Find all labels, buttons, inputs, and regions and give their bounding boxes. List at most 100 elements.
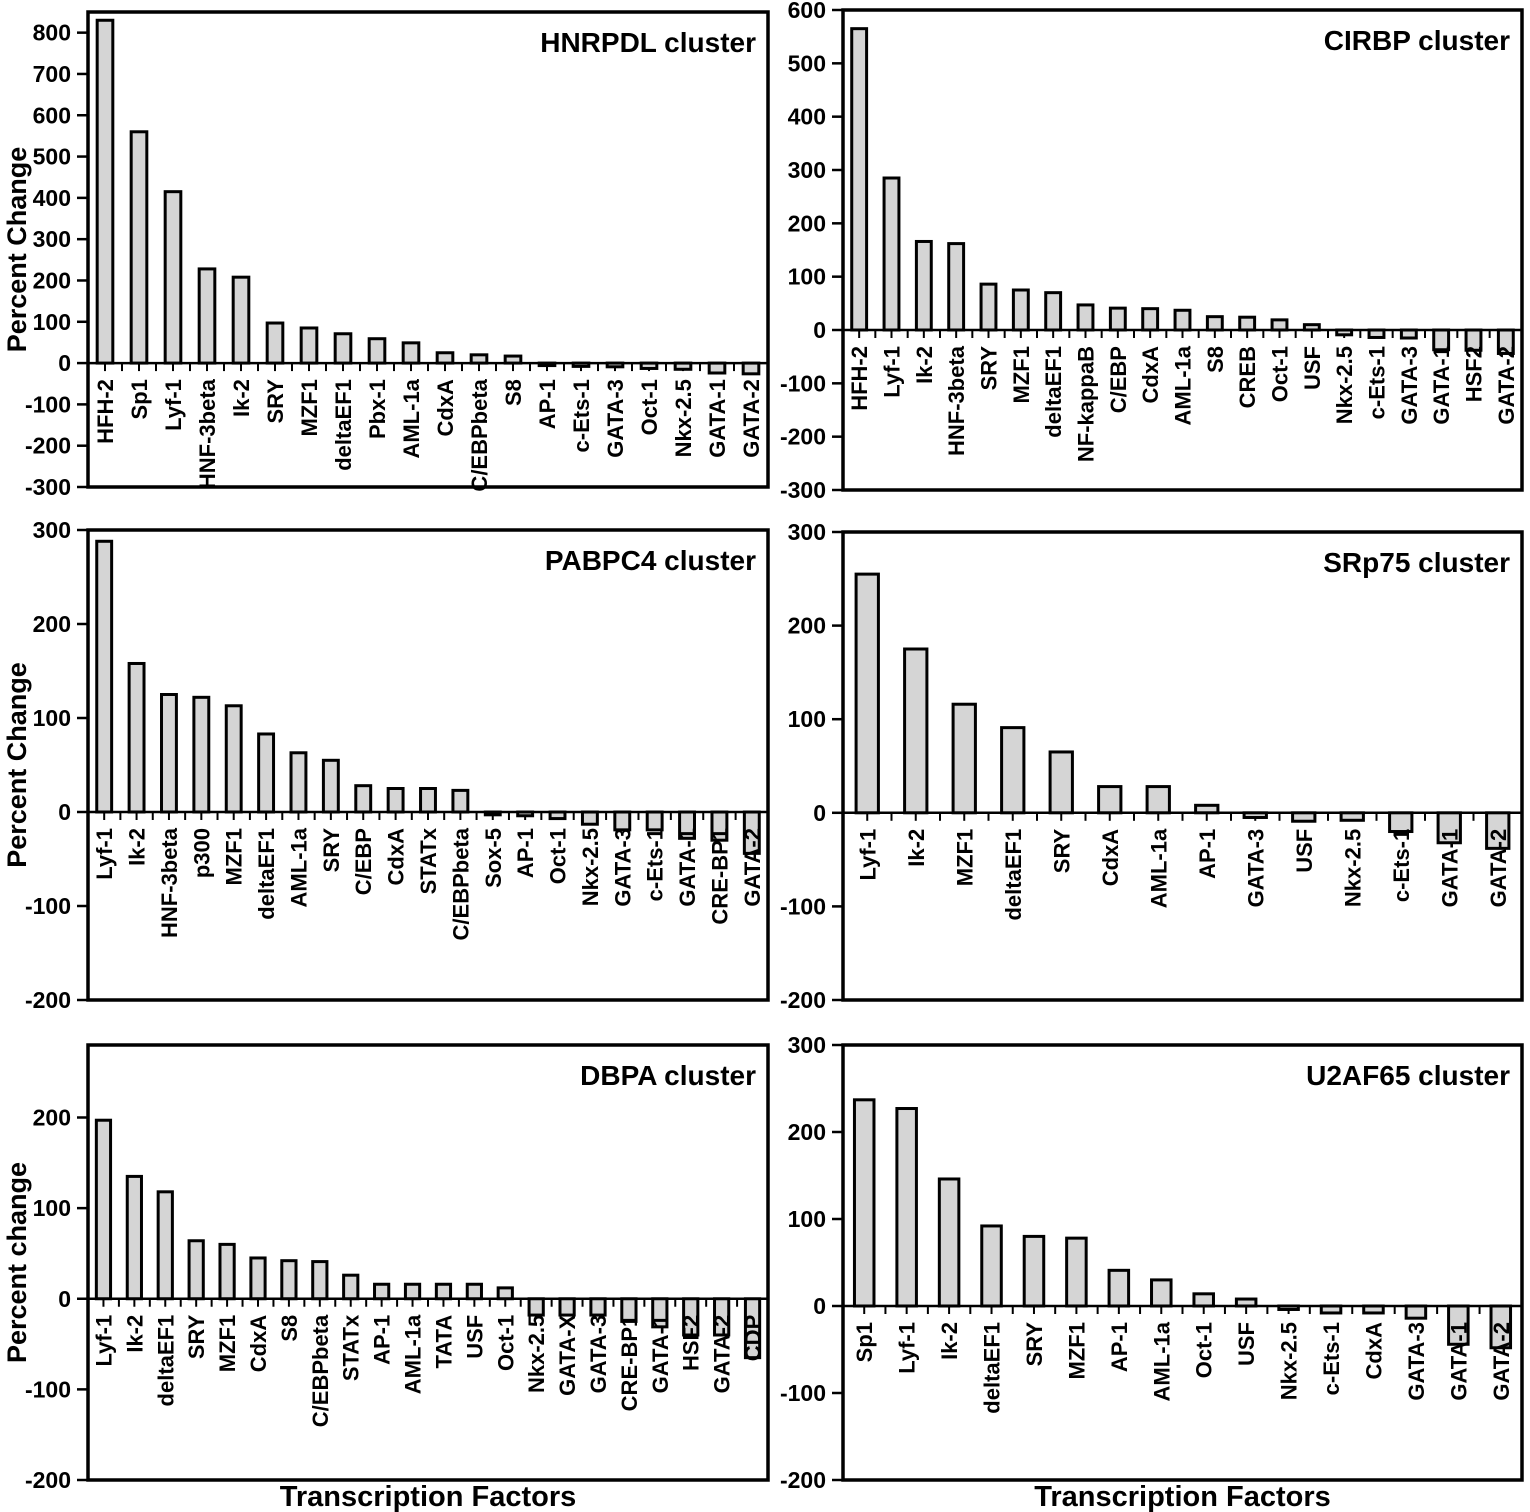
y-tick-label: -100 — [780, 370, 826, 396]
category-label: Sp1 — [852, 1322, 877, 1362]
bar — [1302, 323, 1321, 332]
bar — [483, 810, 502, 817]
category-label: AML-1a — [1171, 345, 1196, 425]
category-label: TATA — [431, 1315, 456, 1369]
bar — [914, 239, 933, 332]
category-label: C/EBP — [1106, 346, 1131, 413]
bar — [129, 130, 149, 365]
category-label: MZF1 — [222, 828, 247, 885]
y-tick-label: 500 — [788, 50, 826, 76]
chart-title: SRp75 cluster — [1323, 547, 1510, 578]
bar — [1173, 308, 1192, 332]
category-label: S8 — [1203, 346, 1228, 373]
chart-title: CIRBP cluster — [1324, 25, 1510, 56]
y-tick-label: -200 — [25, 987, 71, 1013]
category-label: p300 — [189, 828, 214, 878]
bar — [1496, 328, 1515, 355]
bar — [465, 1282, 483, 1301]
chart-srp75-cluster: 300 200 100 0 -100 -200 Lyf-1 Ik-2 MZF1 deltaEF1 S… — [780, 519, 1524, 1013]
category-label: AML-1a — [401, 1314, 426, 1394]
category-label: CRE-BP1 — [707, 828, 732, 925]
category-label: GATA-2 — [1494, 346, 1519, 425]
category-label: Lyf-1 — [92, 828, 117, 880]
category-label: Nkx-2.5 — [671, 379, 696, 457]
y-tick-label: 100 — [33, 705, 71, 731]
category-label: USF — [1300, 346, 1325, 390]
category-label: GATA-2 — [1486, 829, 1511, 908]
bar — [373, 1282, 391, 1301]
category-label: Nkx-2.5 — [1277, 1322, 1302, 1400]
category-label: GATA-3 — [1397, 346, 1422, 425]
bar — [651, 1297, 669, 1329]
category-label: SRY — [1049, 828, 1074, 873]
bar — [1404, 1304, 1428, 1320]
y-tick-label: 200 — [788, 210, 826, 236]
category-label: Oct-1 — [637, 379, 662, 435]
bar — [1048, 750, 1074, 815]
category-label: CDP — [741, 1315, 766, 1361]
y-tick-label: 200 — [33, 267, 71, 293]
category-label: GATA-1 — [1446, 1322, 1471, 1401]
category-label: AML-1a — [286, 827, 311, 907]
y-axis-title: Percent change — [2, 1162, 32, 1363]
bar — [1238, 315, 1257, 332]
category-label: CREB — [1235, 346, 1260, 408]
y-axis-title: Percent Change — [2, 662, 32, 868]
category-label: USF — [1234, 1322, 1259, 1366]
category-label: HFH-2 — [93, 379, 118, 444]
category-label: STATx — [339, 1314, 364, 1381]
y-tick-label: -300 — [780, 477, 826, 503]
category-label: AML-1a — [1149, 1321, 1174, 1401]
bar — [707, 361, 727, 375]
plot-frame — [86, 1043, 770, 1482]
bar — [342, 1273, 360, 1301]
category-label: Sp1 — [127, 379, 152, 419]
y-tick-label: 400 — [33, 185, 71, 211]
category-label: c-Ets-1 — [1319, 1322, 1344, 1395]
bar — [742, 810, 761, 855]
category-label: Lyf-1 — [880, 346, 905, 398]
category-label: Ik-2 — [229, 379, 254, 417]
chart-u2af65-cluster: 300 200 100 0 -100 -200 Sp1 Lyf-1 Ik-2 deltaEF1 SR… — [780, 1032, 1524, 1512]
bar — [1242, 811, 1268, 819]
category-label: MZF1 — [297, 379, 322, 436]
bar — [1234, 1297, 1258, 1308]
category-label: Nkx-2.5 — [1332, 346, 1357, 424]
chart-title: DBPA cluster — [580, 1060, 756, 1091]
category-label: SRY — [1022, 1322, 1047, 1367]
y-tick-label: 600 — [33, 102, 71, 128]
bar — [503, 354, 523, 365]
y-tick-label: 0 — [813, 1293, 826, 1319]
bar — [1065, 1236, 1088, 1308]
bar — [1489, 1304, 1513, 1350]
bar — [1011, 288, 1030, 332]
bar — [1044, 291, 1063, 332]
bar — [354, 784, 373, 814]
category-label: GATA-3 — [1243, 829, 1268, 908]
category-label: C/EBPbeta — [467, 378, 492, 491]
y-tick-label: 100 — [33, 309, 71, 335]
category-label: CdxA — [1361, 1322, 1386, 1380]
category-label: AP-1 — [370, 1315, 395, 1365]
bar — [1432, 328, 1451, 352]
y-tick-label: -200 — [780, 987, 826, 1013]
category-label: GATA-1 — [1437, 829, 1462, 908]
bar — [710, 810, 729, 842]
bar — [1335, 328, 1354, 337]
category-label: Oct-1 — [1268, 346, 1293, 402]
category-label: Oct-1 — [493, 1315, 518, 1371]
category-label: SRY — [319, 828, 344, 873]
plot-frame — [841, 8, 1524, 492]
bar — [1145, 785, 1171, 815]
y-tick-label: 100 — [788, 264, 826, 290]
category-label: c-Ets-1 — [643, 828, 668, 901]
bar — [218, 1242, 236, 1301]
category-label: SRY — [263, 379, 288, 424]
category-label: AP-1 — [1107, 1322, 1132, 1372]
y-tick-label: 800 — [33, 20, 71, 46]
bar — [1141, 307, 1160, 332]
category-label: GATA-X — [555, 1314, 580, 1395]
bar — [1192, 1292, 1215, 1308]
y-tick-label: 200 — [788, 1119, 826, 1145]
bar — [1076, 303, 1095, 332]
